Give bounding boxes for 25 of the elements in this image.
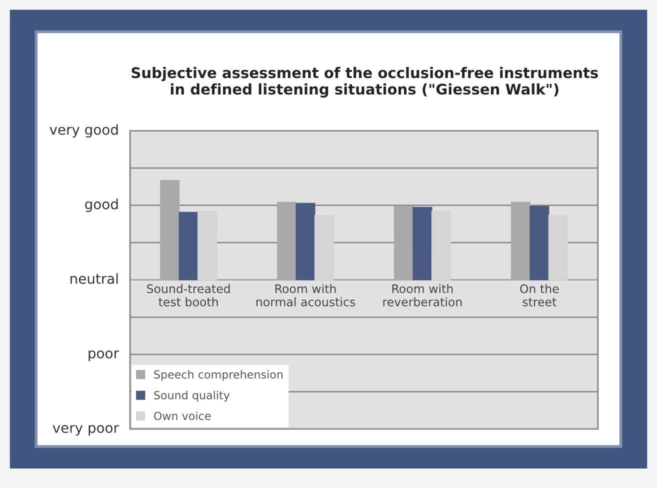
text: neutral — [70, 273, 118, 284]
x-tick-label: On the street — [520, 284, 559, 306]
bar — [510, 202, 530, 280]
x-tick-label: Sound-treated test booth — [147, 284, 230, 306]
bar — [277, 202, 297, 280]
text: good — [85, 198, 118, 212]
text: poor — [88, 350, 119, 362]
legend-label: Speech comprehension — [154, 370, 283, 381]
legend-label: Own voice — [154, 412, 211, 420]
bar — [394, 206, 414, 280]
bar — [412, 206, 432, 280]
x-tick-label: Room with reverberation — [383, 284, 462, 306]
legend-label: Sound quality — [154, 390, 230, 402]
text: very poor — [52, 425, 119, 436]
chart-title: Subjective assessment of the occlusion-free instruments in defined listening situations ("Giessen Walk") — [132, 66, 598, 98]
bar — [548, 214, 568, 280]
bar — [178, 212, 198, 280]
bar — [314, 214, 334, 280]
text: very good — [50, 124, 118, 138]
bar — [160, 180, 180, 280]
bar — [431, 210, 451, 280]
bar — [530, 206, 550, 280]
bar — [296, 202, 316, 280]
x-tick-label: Room with normal acoustics — [256, 284, 356, 306]
bar — [197, 210, 218, 280]
